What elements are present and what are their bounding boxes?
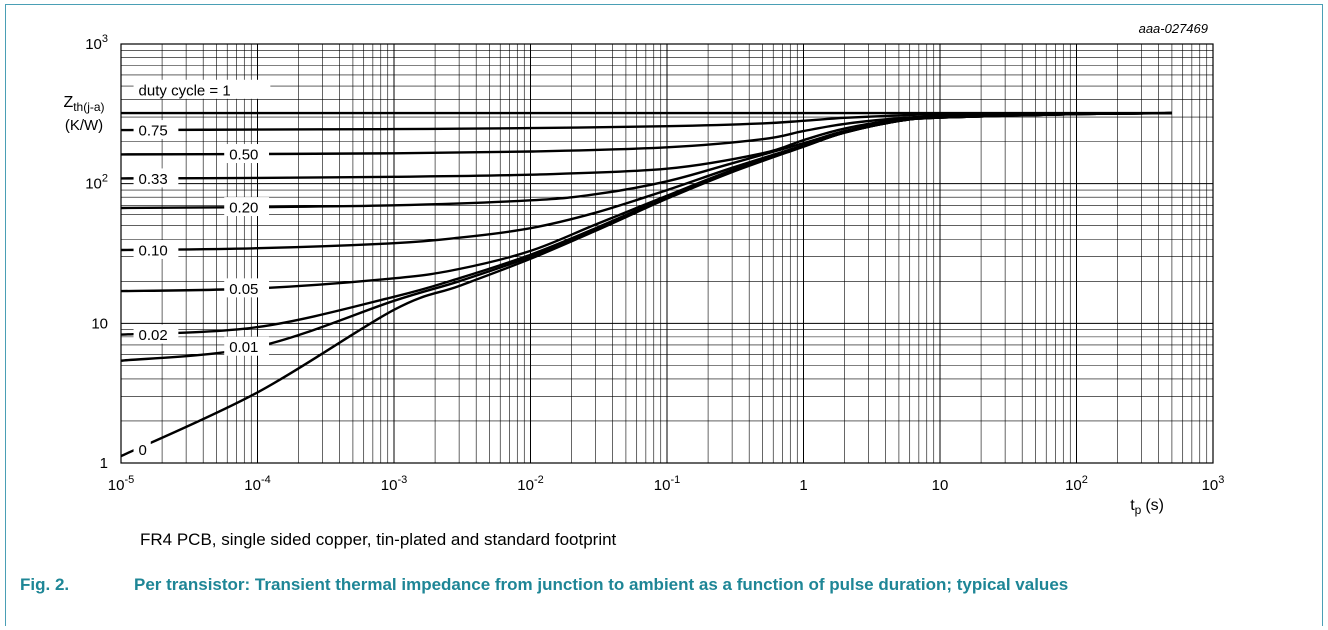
series-line-7 [120, 111, 1172, 336]
y-tick-label-1: 10 [91, 315, 108, 332]
series-label-2: 0.50 [229, 147, 258, 164]
y-axis-label-main: Z [63, 94, 73, 111]
x-tick-label-8: 103 [1202, 474, 1225, 494]
series-label-3: 0.33 [139, 171, 168, 188]
series-label-bg [133, 439, 151, 459]
x-tick-label-4: 10-1 [654, 474, 680, 494]
tick-label-layer: 10-5 10-4 10-3 10-2 10-1 1 10 102 103 1 10 102 103 [85, 33, 1224, 494]
x-tick-label-1: 10-4 [244, 474, 270, 494]
series-label-bg [133, 120, 179, 140]
series-line-9 [120, 111, 1172, 458]
y-tick-label-3: 103 [85, 33, 108, 53]
y-tick-label-2: 102 [85, 173, 108, 193]
series-label-bg [224, 197, 270, 217]
series-label-9: 0 [139, 442, 147, 459]
series-label-bg [133, 240, 179, 260]
series-label-bg [133, 79, 271, 99]
series-label-4: 0.20 [229, 200, 258, 217]
series-label-6: 0.05 [229, 281, 258, 298]
series-label-bg [133, 324, 179, 344]
series-label-1: 0.75 [139, 123, 168, 140]
figure-number: Fig. 2. [20, 575, 70, 594]
figure-note: FR4 PCB, single sided copper, tin-plated… [140, 530, 617, 549]
y-axis-label-sub: th(j-a) [73, 100, 104, 114]
series-label-bg [224, 144, 270, 164]
x-axis-label-sub: p [1135, 503, 1142, 517]
series-line-5 [120, 111, 1172, 252]
x-tick-label-7: 102 [1065, 474, 1088, 494]
series-label-bg [133, 168, 179, 188]
series-line-3 [120, 111, 1172, 180]
series-line-1 [120, 111, 1172, 132]
figure-frame [5, 4, 1323, 626]
chart-id-label: aaa-027469 [1139, 21, 1208, 36]
series-label-bg [224, 278, 270, 298]
x-tick-label-3: 10-2 [517, 474, 543, 494]
x-tick-label-6: 10 [932, 477, 949, 494]
series-label-5: 0.10 [139, 243, 168, 260]
x-axis-label: tp (s) [1130, 497, 1164, 517]
x-tick-label-0: 10-5 [108, 474, 134, 494]
series-label-layer: duty cycle = 1 0.75 0.50 0.33 0.20 0.10 0.05 0.… [133, 79, 271, 459]
x-axis-label-main: t [1130, 497, 1135, 514]
series-line-6 [120, 111, 1172, 293]
curve-layer [120, 111, 1172, 458]
y-tick-label-0: 1 [100, 455, 108, 472]
y-axis-label: Zth(j-a) [63, 94, 104, 114]
series-label-bg [224, 336, 270, 356]
series-line-2 [120, 111, 1172, 156]
x-tick-label-2: 10-3 [381, 474, 407, 494]
series-label-0: duty cycle = 1 [139, 82, 231, 99]
x-axis-label-unit: (s) [1145, 497, 1164, 514]
y-axis-unit: (K/W) [65, 117, 103, 134]
figure-caption: Per transistor: Transient thermal impeda… [134, 575, 1069, 594]
series-label-7: 0.02 [139, 327, 168, 344]
series-label-8: 0.01 [229, 339, 258, 356]
grid-layer [120, 43, 1214, 464]
x-tick-label-5: 1 [799, 477, 807, 494]
thermal-impedance-chart: duty cycle = 1 0.75 0.50 0.33 0.20 0.10 0.05 0.… [63, 21, 1224, 517]
plot-area-border [120, 43, 1214, 464]
